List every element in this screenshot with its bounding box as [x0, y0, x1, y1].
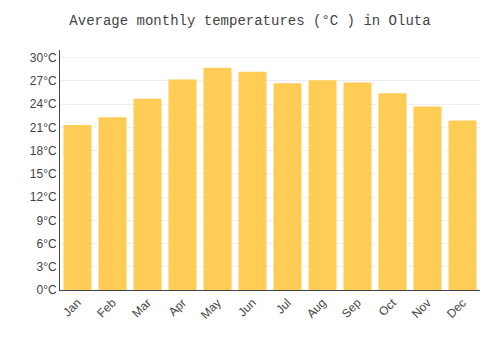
svg-text:Jul: Jul: [273, 296, 294, 317]
svg-text:Mar: Mar: [129, 296, 154, 321]
svg-text:Sep: Sep: [339, 296, 364, 321]
svg-text:12°C: 12°C: [30, 190, 57, 204]
svg-text:Dec: Dec: [444, 296, 469, 321]
svg-text:May: May: [198, 296, 224, 322]
svg-text:Oct: Oct: [376, 295, 400, 319]
svg-text:27°C: 27°C: [30, 74, 57, 88]
svg-text:Feb: Feb: [94, 296, 119, 321]
svg-text:Jun: Jun: [235, 296, 259, 320]
svg-text:30°C: 30°C: [30, 51, 57, 65]
svg-text:3°C: 3°C: [36, 260, 56, 274]
svg-text:9°C: 9°C: [36, 214, 56, 228]
svg-text:6°C: 6°C: [36, 237, 56, 251]
svg-text:Apr: Apr: [166, 296, 189, 319]
svg-text:Aug: Aug: [304, 296, 329, 321]
svg-text:Jan: Jan: [60, 296, 84, 320]
svg-text:Nov: Nov: [409, 296, 434, 321]
svg-text:24°C: 24°C: [30, 97, 57, 111]
svg-text:0°C: 0°C: [36, 283, 56, 297]
svg-text:21°C: 21°C: [30, 121, 57, 135]
svg-text:15°C: 15°C: [30, 167, 57, 181]
svg-text:Average monthly temperatures (: Average monthly temperatures (°C ) in Ol…: [69, 13, 430, 29]
svg-text:18°C: 18°C: [30, 144, 57, 158]
